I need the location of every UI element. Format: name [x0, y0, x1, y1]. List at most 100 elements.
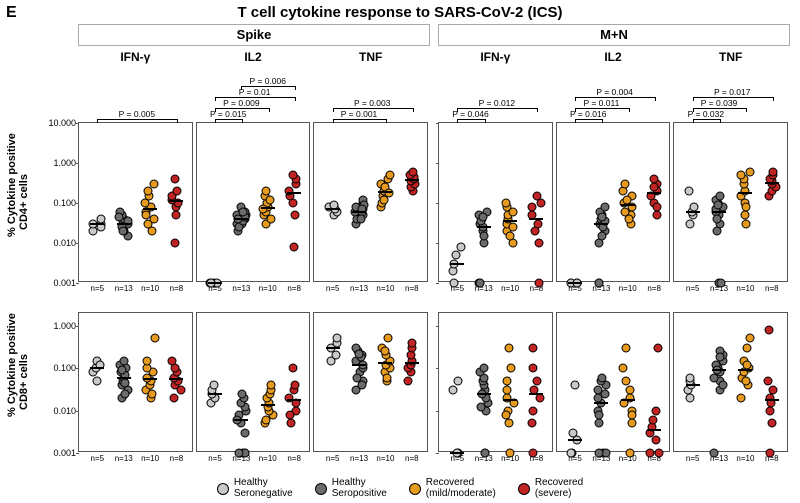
data-point	[451, 251, 460, 260]
median-line	[621, 399, 635, 401]
data-point	[746, 167, 755, 176]
n-label: n=10	[736, 454, 754, 463]
median-line	[405, 179, 419, 181]
data-point	[595, 410, 604, 419]
data-point	[168, 356, 177, 365]
data-point	[568, 428, 577, 437]
data-point	[508, 207, 517, 216]
median-line	[169, 378, 183, 380]
data-point	[763, 376, 772, 385]
data-point	[332, 351, 341, 360]
data-point	[150, 334, 159, 343]
data-point	[120, 389, 129, 398]
antigen-header: M+N	[438, 24, 790, 46]
scatter-panel: n=5n=13n=10n=8	[556, 312, 671, 452]
cytokine-header: TNF	[313, 48, 428, 66]
data-point	[504, 343, 513, 352]
data-point	[238, 389, 247, 398]
median-line	[117, 377, 131, 379]
cytokine-header: IFN-γ	[78, 48, 193, 66]
data-point	[120, 356, 129, 365]
y-tick-label: 10.000	[48, 118, 79, 128]
data-point	[354, 349, 363, 358]
data-point	[652, 202, 661, 211]
pvalue-label: P = 0.003	[354, 98, 390, 108]
data-point	[456, 242, 465, 251]
data-point	[385, 171, 394, 180]
n-label: n=10	[259, 454, 277, 463]
median-line	[90, 223, 104, 225]
data-point	[686, 219, 695, 228]
data-point	[620, 179, 629, 188]
n-label: n=10	[619, 284, 637, 293]
data-point	[502, 410, 511, 419]
tick-line	[76, 123, 79, 124]
data-point	[684, 186, 693, 195]
tick-line	[76, 203, 79, 204]
data-point	[147, 389, 156, 398]
legend-swatch-icon	[315, 483, 327, 495]
scatter-panel: 0.0010.0100.1001.000n=5n=13n=10n=8	[78, 312, 193, 452]
legend-item: Recovered(severe)	[518, 478, 583, 499]
pvalue-bracket	[333, 119, 388, 123]
median-line	[261, 404, 275, 406]
data-point	[768, 419, 777, 428]
n-label: n=13	[115, 454, 133, 463]
data-point	[645, 449, 654, 458]
data-point	[717, 279, 726, 288]
tick-line	[436, 411, 439, 412]
data-point	[768, 167, 777, 176]
data-point	[765, 325, 774, 334]
n-label: n=5	[686, 454, 700, 463]
legend-label: Recovered(severe)	[535, 478, 583, 499]
data-point	[506, 231, 515, 240]
median-line	[529, 218, 543, 220]
data-point	[384, 334, 393, 343]
pvalue-bracket	[693, 108, 748, 112]
tick-line	[76, 453, 79, 454]
legend-label: HealthySeronegative	[234, 478, 293, 499]
data-point	[480, 231, 489, 240]
pvalue-bracket	[575, 119, 603, 123]
tick-line	[436, 326, 439, 327]
legend-item: Recovered(mild/moderate)	[409, 478, 496, 499]
data-point	[476, 279, 485, 288]
data-point	[598, 373, 607, 382]
median-line	[765, 399, 779, 401]
median-line	[450, 452, 464, 454]
n-label: n=8	[170, 454, 184, 463]
data-point	[528, 364, 537, 373]
n-label: n=8	[287, 284, 301, 293]
pvalue-label: P = 0.006	[249, 76, 285, 86]
n-label: n=10	[736, 284, 754, 293]
scatter-panel: n=5n=13n=10n=8P = 0.001P = 0.003	[313, 122, 428, 282]
data-point	[150, 179, 159, 188]
median-line	[352, 211, 366, 213]
pvalue-label: P = 0.012	[479, 98, 515, 108]
median-line	[647, 429, 661, 431]
pvalue-bracket	[457, 108, 538, 112]
data-point	[117, 366, 126, 375]
data-point	[532, 191, 541, 200]
tick-line	[76, 411, 79, 412]
data-point	[651, 406, 660, 415]
data-point	[505, 419, 514, 428]
data-point	[286, 419, 295, 428]
n-label: n=10	[259, 284, 277, 293]
tick-line	[76, 243, 79, 244]
scatter-panel: n=5n=13n=10n=8	[313, 312, 428, 452]
data-point	[288, 364, 297, 373]
n-label: n=13	[232, 284, 250, 293]
median-line	[208, 282, 222, 284]
data-point	[453, 376, 462, 385]
median-line	[90, 367, 104, 369]
data-point	[171, 211, 180, 220]
data-point	[239, 207, 248, 216]
data-point	[627, 419, 636, 428]
data-point	[532, 376, 541, 385]
cytokine-header: IFN-γ	[438, 48, 553, 66]
pvalue-bracket	[241, 86, 296, 90]
data-point	[742, 219, 751, 228]
pvalue-label: P = 0.004	[596, 87, 632, 97]
n-label: n=10	[376, 454, 394, 463]
